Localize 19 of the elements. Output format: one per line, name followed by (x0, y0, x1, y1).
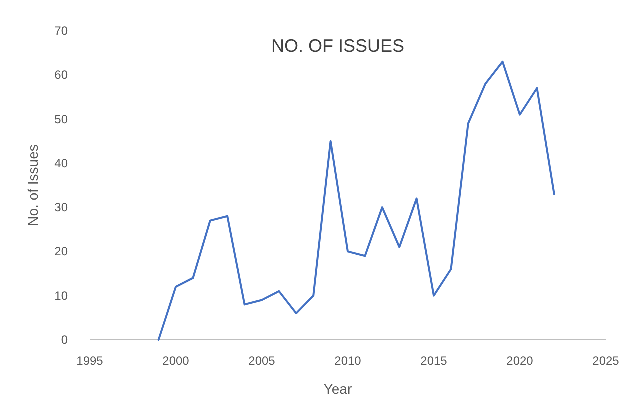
y-tick-label: 30 (54, 200, 68, 215)
y-tick-label: 10 (54, 288, 68, 303)
chart-title: NO. OF ISSUES (271, 36, 405, 56)
y-tick-label: 0 (61, 333, 68, 347)
y-axis-title: No. of Issues (25, 144, 41, 226)
x-tick-label: 2020 (506, 354, 534, 368)
y-tick-label: 40 (54, 156, 68, 170)
x-tick-label: 2015 (420, 354, 448, 368)
x-tick-label: 2005 (248, 354, 276, 368)
x-tick-label: 2000 (162, 354, 190, 368)
x-tick-label: 1995 (76, 354, 104, 368)
x-axis-title: Year (324, 381, 352, 397)
x-tick-label: 2010 (334, 354, 362, 368)
x-tick-label: 2025 (592, 354, 620, 368)
y-tick-label: 70 (54, 24, 68, 38)
y-tick-label: 50 (54, 112, 68, 126)
y-tick-label: 20 (54, 244, 68, 259)
y-tick-label: 60 (54, 68, 68, 82)
line-series (158, 60, 556, 341)
